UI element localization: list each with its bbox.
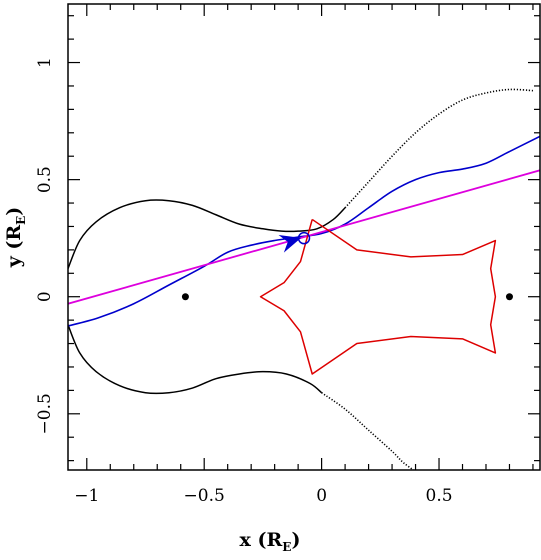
trajectory-arrow bbox=[278, 234, 302, 253]
lens-point bbox=[181, 293, 189, 301]
plot-frame bbox=[67, 3, 541, 471]
y-tick-label: 1 bbox=[35, 57, 55, 68]
y-tick-label: 0 bbox=[35, 291, 55, 302]
critical-upper-line bbox=[68, 199, 346, 269]
source-line-line bbox=[68, 169, 540, 305]
trajectory-line bbox=[68, 135, 540, 327]
lens-point bbox=[505, 293, 513, 301]
x-tick-label: 0 bbox=[316, 486, 327, 506]
x-tick-label: −1 bbox=[74, 486, 99, 506]
y-axis-title: y (RE) bbox=[3, 207, 28, 269]
x-tick-label: 0.5 bbox=[426, 486, 453, 506]
y-tick-label: 0.5 bbox=[35, 166, 55, 193]
x-tick-label: −0.5 bbox=[184, 486, 225, 506]
caustic-line bbox=[259, 218, 497, 375]
y-tick-label: −0.5 bbox=[35, 393, 55, 434]
critical-lower-line bbox=[68, 324, 323, 395]
axis-ticks bbox=[68, 4, 540, 470]
critical-upper-dotted bbox=[344, 88, 534, 209]
series-layer bbox=[68, 88, 540, 470]
tick-labels: −1 −0.5 0 0.5 −0.5 0 0.5 1 bbox=[35, 57, 453, 506]
critical-lower-dotted bbox=[321, 392, 415, 470]
x-axis-title: x (RE) bbox=[240, 529, 301, 554]
